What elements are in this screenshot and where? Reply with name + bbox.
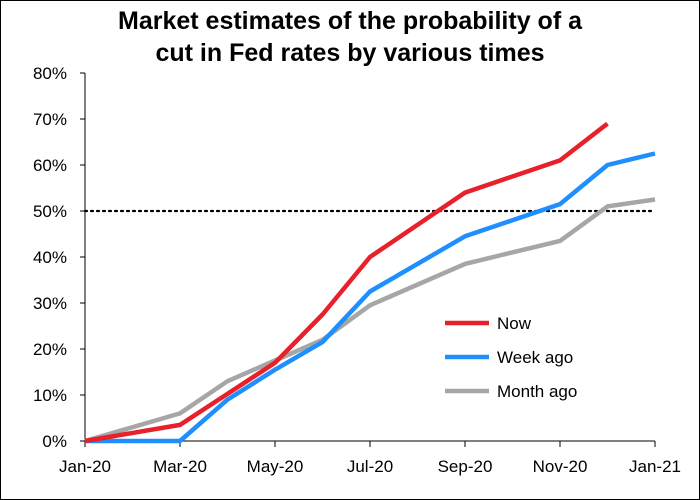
- legend-label-month-ago: Month ago: [497, 382, 577, 401]
- y-tick-label: 10%: [33, 386, 67, 405]
- series-line-month-ago: [84, 197, 656, 444]
- x-tick-label: Nov-20: [533, 457, 588, 476]
- chart-title: Market estimates of the probability of a…: [1, 5, 699, 69]
- y-tick-label: 70%: [33, 110, 67, 129]
- chart-title-line-2: cut in Fed rates by various times: [155, 39, 545, 67]
- x-tick-label: Mar-20: [153, 457, 207, 476]
- series-line-now: [84, 121, 609, 444]
- legend: Now Week ago Month ago: [445, 314, 577, 401]
- x-tick-label: Jan-20: [59, 457, 111, 476]
- legend-label-now: Now: [497, 314, 532, 333]
- x-tick-label: Jan-21: [629, 457, 681, 476]
- x-tick-label: Jul-20: [347, 457, 393, 476]
- y-tick-label: 20%: [33, 340, 67, 359]
- y-tick-label: 60%: [33, 156, 67, 175]
- series-layer: [84, 121, 656, 444]
- y-tick-label: 50%: [33, 202, 67, 221]
- legend-label-week-ago: Week ago: [497, 348, 573, 367]
- series-line-week-ago: [85, 151, 656, 444]
- y-tick-label: 80%: [33, 64, 67, 83]
- y-tick-label: 30%: [33, 294, 67, 313]
- y-tick-label: 40%: [33, 248, 67, 267]
- x-tick-label: Sep-20: [438, 457, 493, 476]
- axes: 0% 10% 20% 30% 40% 50% 60% 70% 80% Jan-20 Mar-20 Ma…: [33, 64, 681, 476]
- y-tick-label: 0%: [42, 432, 67, 451]
- x-tick-label: May-20: [247, 457, 304, 476]
- chart-title-line-1: Market estimates of the probability of a: [118, 7, 582, 35]
